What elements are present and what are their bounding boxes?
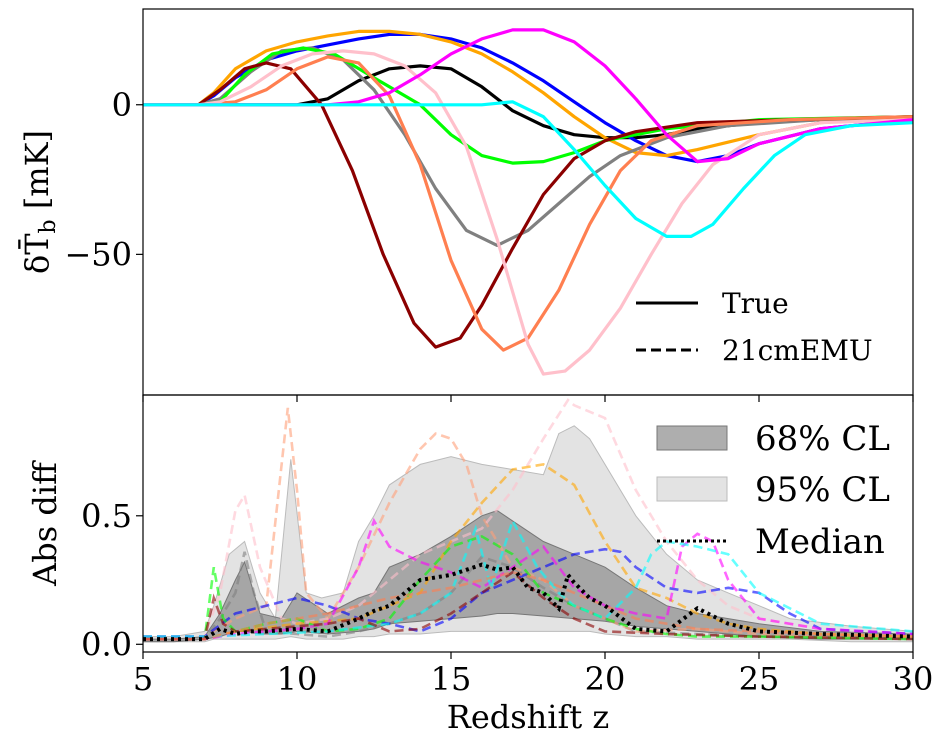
bottom-series-line-2 — [143, 398, 913, 638]
legend-median-label: Median — [755, 522, 885, 562]
xtick-label-4: 25 — [739, 660, 780, 698]
top-series-line-3 — [143, 46, 913, 247]
xtick-label-2: 15 — [431, 660, 472, 698]
legend-95-label: 95% CL — [755, 470, 890, 510]
xtick-label-1: 10 — [277, 660, 318, 698]
bottom-ytick-label-0: 0.0 — [81, 625, 132, 663]
top-series-line-6 — [143, 55, 913, 352]
bottom-legend: 68% CL 95% CL Median — [656, 419, 890, 562]
bottom-series-line-6 — [143, 517, 913, 641]
top-ytick-label-1: −50 — [64, 235, 132, 273]
bottom-series-line-3 — [143, 547, 913, 638]
legend-true-label: True — [722, 287, 789, 320]
top-series-line-8 — [143, 28, 913, 164]
legend-68-label: 68% CL — [755, 419, 890, 459]
bottom-series-line-9 — [143, 570, 913, 641]
bottom-plot-frame — [142, 394, 914, 653]
top-panel: 0 −50 δT̄b [mK] True 21cmEMU — [18, 8, 914, 396]
top-series-line-1 — [143, 32, 913, 164]
x-axis-label: Redshift z — [447, 698, 610, 736]
top-y-axis-label: δT̄b [mK] — [18, 130, 61, 274]
top-y-ticks: 0 −50 — [64, 86, 143, 273]
bottom-panel: 0.0 0.5 5 10 15 20 25 30 Abs diff Redshift z 6… — [26, 394, 934, 736]
bottom-series-line-7 — [143, 517, 913, 638]
top-legend: True 21cmEMU — [636, 287, 873, 367]
bottom-y-ticks: 0.0 0.5 — [81, 497, 143, 663]
median-line — [143, 562, 913, 642]
top-series-line-5 — [143, 61, 913, 349]
bottom-ytick-label-1: 0.5 — [81, 497, 132, 535]
xtick-label-3: 20 — [585, 660, 626, 698]
bottom-series-line-1 — [143, 407, 913, 638]
legend-95-swatch — [656, 476, 728, 502]
bottom-series-line-4 — [143, 463, 913, 641]
legend-68-swatch — [656, 425, 728, 451]
bottom-series-line-5 — [143, 534, 913, 641]
bottom-x-ticks: 5 10 15 20 25 30 — [133, 395, 934, 698]
bottom-series-line-8 — [143, 570, 913, 641]
bottom-y-axis-label: Abs diff — [26, 460, 64, 587]
top-ytick-label-0: 0 — [112, 86, 132, 124]
top-series-group — [143, 28, 913, 376]
bottom-plot-area — [143, 398, 913, 643]
top-series-line-9 — [143, 100, 913, 238]
xtick-label-5: 30 — [893, 660, 934, 698]
bottom-series-group — [143, 398, 913, 641]
legend-21cmemu-label: 21cmEMU — [722, 334, 873, 367]
top-series-line-7 — [143, 49, 913, 376]
xtick-label-0: 5 — [133, 660, 153, 698]
